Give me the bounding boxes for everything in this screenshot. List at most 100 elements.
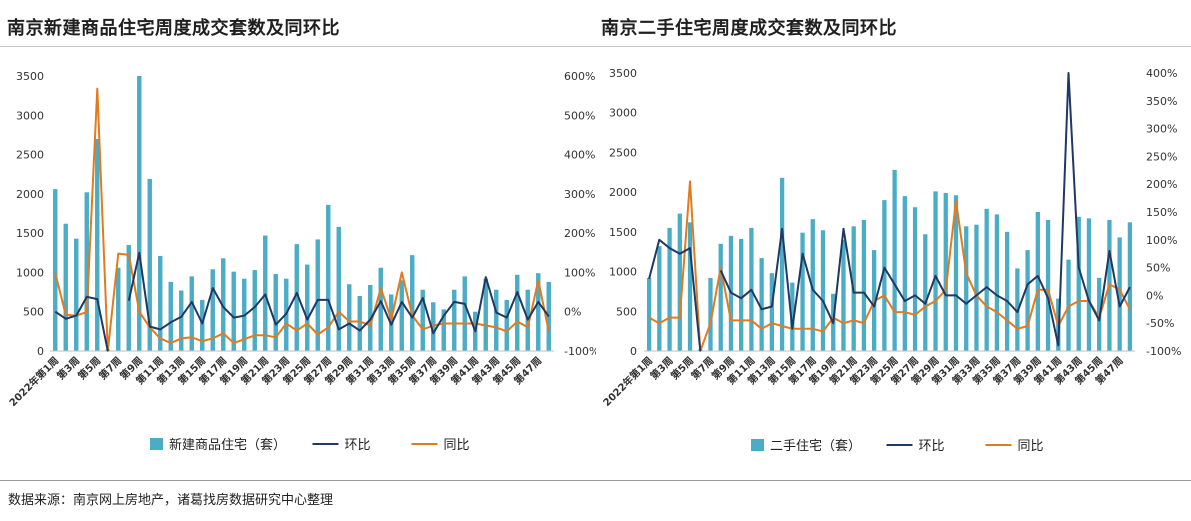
- bar: [504, 299, 509, 351]
- right-chart-title: 南京二手住宅周度成交套数及同环比: [601, 18, 897, 39]
- bar: [221, 258, 226, 351]
- yoy-line: [648, 180, 1131, 352]
- bar: [1086, 218, 1092, 351]
- y2-tick-label: 500%: [564, 109, 595, 122]
- y2-tick-label: 350%: [1146, 95, 1177, 108]
- bar: [1045, 219, 1051, 351]
- legend-swatch-bar: [150, 438, 163, 450]
- legend-swatch-bar: [751, 439, 764, 451]
- y-tick-label: 2000: [609, 186, 637, 199]
- y-tick-label: 2500: [609, 146, 637, 159]
- bar: [452, 289, 457, 351]
- new-housing-chart: 3500 3000 2500 2000 1500 1000 500 0 600% 500% 400%…: [6, 70, 596, 453]
- bar: [168, 281, 173, 351]
- bar: [708, 277, 713, 351]
- bar: [718, 243, 723, 351]
- bar: [137, 76, 142, 351]
- y2-tick-label: -100%: [564, 345, 596, 358]
- x-tick-label: 第5周: [75, 354, 103, 382]
- left-chart-title: 南京新建商品住宅周度成交套数及同环比: [7, 18, 340, 39]
- bar: [53, 189, 58, 351]
- bar: [820, 230, 826, 351]
- bar: [158, 255, 163, 351]
- bar: [431, 302, 436, 351]
- y-tick-label: 3000: [609, 107, 637, 120]
- bar: [739, 239, 744, 351]
- bar: [399, 280, 404, 351]
- bar: [790, 282, 795, 351]
- bar: [116, 267, 121, 351]
- y2-tick-label: 400%: [1146, 67, 1177, 80]
- bar: [657, 246, 662, 351]
- bar: [263, 235, 268, 351]
- source-note: 数据来源：南京网上房地产，诸葛找房数据研究中心整理: [8, 493, 334, 508]
- y2-tick-label: 100%: [1146, 234, 1177, 247]
- bar: [441, 309, 446, 351]
- bar: [861, 219, 867, 351]
- bar: [800, 232, 805, 351]
- y-tick-label: 1500: [16, 227, 44, 240]
- bar: [953, 195, 959, 351]
- bar: [63, 223, 68, 351]
- bar: [347, 284, 352, 351]
- y-tick-label: 1500: [609, 226, 637, 239]
- bar: [759, 258, 764, 351]
- x-tick-label: 第3周: [54, 354, 82, 382]
- bar: [326, 204, 331, 351]
- bar: [494, 289, 499, 351]
- bar: [305, 264, 310, 351]
- y2-tick-label: 600%: [564, 70, 595, 83]
- bar: [536, 273, 541, 351]
- bar: [902, 196, 907, 351]
- bar: [769, 273, 775, 351]
- y2-tick-label: 400%: [564, 149, 595, 162]
- y2-tick-label: 200%: [564, 227, 595, 240]
- bar: [378, 267, 383, 351]
- yoy-line: [54, 87, 550, 352]
- bar: [462, 276, 467, 351]
- bar: [294, 244, 299, 351]
- mom-line: [54, 251, 550, 352]
- bar: [74, 238, 79, 351]
- legend-label-mom: 环比: [919, 439, 945, 454]
- footer-divider: [0, 480, 1191, 481]
- bar: [147, 178, 152, 351]
- y2-tick-label: 100%: [564, 266, 595, 279]
- bar: [483, 278, 488, 351]
- bar: [779, 177, 785, 351]
- y2-tick-label: 200%: [1146, 178, 1177, 191]
- y-tick-label: 0: [37, 345, 44, 358]
- bar: [923, 234, 928, 351]
- legend-label-bar: 新建商品住宅（套）: [169, 437, 286, 453]
- y-tick-label: 500: [23, 306, 44, 319]
- bar: [667, 227, 672, 351]
- bar: [357, 296, 362, 351]
- legend-label-yoy: 同比: [444, 438, 470, 453]
- bar: [336, 226, 341, 351]
- y2-tick-label: 50%: [1146, 262, 1170, 275]
- bar: [410, 255, 415, 351]
- y-tick-label: 2000: [16, 188, 44, 201]
- bar: [964, 226, 969, 351]
- bar: [677, 213, 682, 351]
- x-tick-label: 第7周: [96, 354, 124, 382]
- bar: [420, 289, 425, 351]
- header-divider: [0, 46, 1191, 47]
- legend-label-bar: 二手住宅（套）: [770, 438, 861, 454]
- bar: [810, 219, 815, 351]
- bar: [252, 270, 257, 351]
- y-tick-label: 2500: [16, 149, 44, 162]
- bar: [882, 200, 887, 351]
- y2-tick-label: -50%: [1146, 317, 1174, 330]
- y2-tick-label: 0%: [1146, 289, 1163, 302]
- y2-tick-label: 150%: [1146, 206, 1177, 219]
- bar: [1025, 250, 1030, 351]
- y-tick-label: 1000: [609, 266, 637, 279]
- bar: [933, 191, 938, 351]
- second-hand-housing-chart: 3500 3000 2500 2000 1500 1000 500 0 400% 350% 300%…: [600, 67, 1181, 454]
- bar: [1117, 237, 1122, 351]
- y-tick-label: 3000: [16, 109, 44, 122]
- y2-tick-label: 300%: [1146, 123, 1177, 136]
- bar: [646, 277, 652, 351]
- bar: [841, 239, 846, 351]
